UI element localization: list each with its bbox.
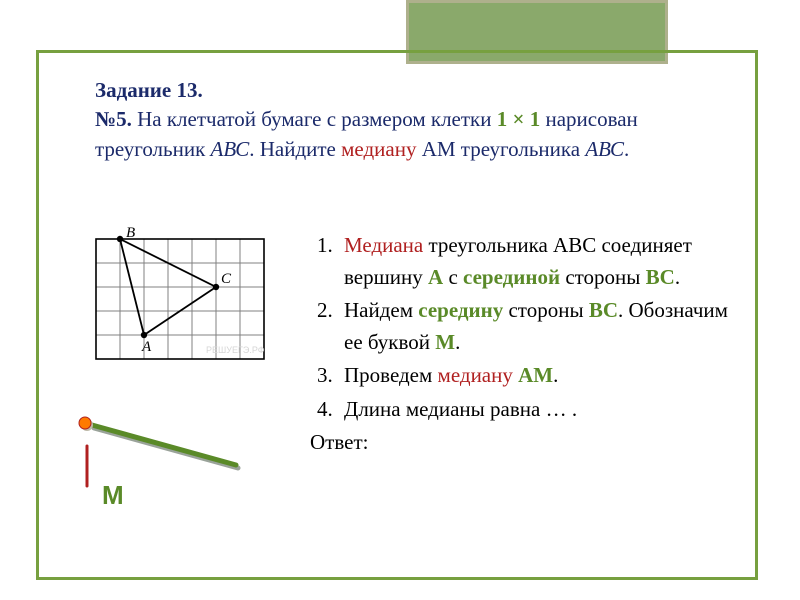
abc-2: АВС (585, 137, 624, 161)
triangle-grid-figure: B C A РЕШУЕГЭ.РФ (86, 227, 276, 382)
abc-1: АВС (211, 137, 250, 161)
text: . (624, 137, 629, 161)
decorative-orange-dot (74, 412, 98, 436)
task-number: №5. (95, 107, 132, 131)
svg-text:A: A (141, 339, 152, 355)
grid-size: 1 × 1 (497, 107, 540, 131)
step-4: Длина медианы равна … . (338, 394, 740, 426)
step-3: Проведем медиану АМ. (338, 360, 740, 392)
svg-text:B: B (126, 227, 135, 241)
step-2: Найдем середину стороны ВС. Обозначим ее… (338, 295, 740, 358)
answer-label: Ответ: (310, 427, 740, 459)
svg-text:РЕШУЕГЭ.РФ: РЕШУЕГЭ.РФ (206, 345, 265, 355)
task-heading: Задание 13. (95, 78, 203, 102)
m-label: М (102, 480, 124, 511)
text: На клетчатой бумаге с размером клетки (132, 107, 497, 131)
decorative-red-tick (82, 444, 94, 492)
median-word: медиану (341, 137, 416, 161)
text: АМ треугольника (416, 137, 585, 161)
problem-statement: Задание 13. №5. На клетчатой бумаге с ра… (95, 76, 705, 164)
solution-steps: Медиана треугольника АВС соединяет верши… (310, 230, 740, 459)
text: . Найдите (249, 137, 341, 161)
step-1: Медиана треугольника АВС соединяет верши… (338, 230, 740, 293)
svg-text:C: C (221, 271, 232, 287)
